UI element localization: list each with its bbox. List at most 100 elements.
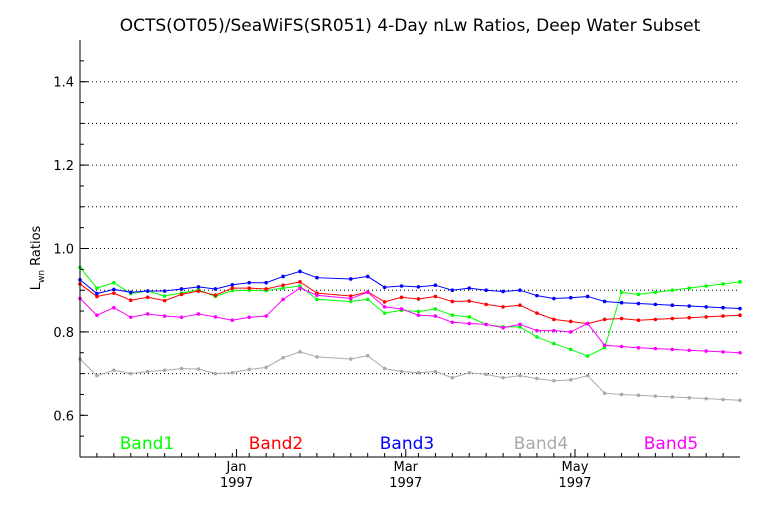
point-band3-38 (738, 306, 742, 311)
point-band4-5 (162, 368, 167, 373)
y-tick-label-4: 1.4 (53, 76, 74, 91)
point-band4-7 (196, 367, 201, 371)
y-axis-label-main: L (29, 282, 44, 290)
point-band4-23 (484, 372, 488, 377)
point-band5-8 (213, 315, 218, 319)
point-band3-36 (704, 305, 708, 309)
point-band2-24 (501, 305, 505, 309)
point-band3-22 (467, 286, 472, 290)
point-band3-37 (721, 305, 725, 310)
point-band3-24 (501, 289, 505, 294)
point-band1-19 (416, 309, 421, 314)
point-band4-8 (213, 371, 218, 376)
point-band3-26 (535, 293, 539, 298)
point-band4-29 (585, 373, 590, 378)
point-band2-10 (247, 286, 252, 290)
point-band5-15 (348, 296, 353, 301)
point-band3-35 (687, 304, 692, 308)
point-band3-28 (568, 295, 573, 300)
point-band2-4 (145, 295, 150, 300)
point-band2-11 (264, 287, 268, 291)
point-band2-8 (213, 293, 218, 298)
point-band5-18 (399, 307, 404, 311)
point-band1-28 (568, 347, 573, 352)
point-band5-2 (112, 305, 116, 310)
point-band4-24 (501, 375, 505, 380)
point-band4-22 (467, 370, 472, 375)
point-band1-12 (281, 286, 285, 290)
point-band4-20 (433, 369, 438, 374)
point-band4-9 (230, 370, 235, 375)
point-band2-13 (298, 280, 302, 284)
point-band4-14 (315, 355, 319, 359)
point-band5-26 (535, 328, 539, 333)
point-band2-31 (619, 316, 624, 321)
point-band3-25 (518, 288, 522, 293)
point-band3-8 (213, 287, 218, 291)
point-band5-25 (518, 322, 522, 327)
point-band2-7 (196, 289, 201, 293)
y-axis-label-rest: Ratios (29, 225, 44, 270)
point-band4-3 (128, 371, 133, 376)
point-band5-21 (450, 320, 455, 325)
point-band3-2 (112, 287, 116, 292)
point-band3-31 (619, 300, 624, 305)
series-line-band3 (79, 270, 741, 310)
x-tick-month-0: Jan (226, 460, 247, 475)
point-band4-1 (95, 373, 99, 378)
point-band5-13 (298, 286, 302, 290)
point-band2-28 (568, 319, 573, 324)
svg-text:Lwn Ratios: Lwn Ratios (29, 225, 47, 290)
point-band1-34 (670, 288, 675, 293)
point-band1-2 (112, 280, 116, 285)
point-band1-37 (721, 282, 725, 286)
point-band4-34 (670, 395, 675, 399)
point-band5-16 (365, 290, 370, 295)
point-band3-5 (162, 289, 167, 293)
point-band1-30 (602, 345, 607, 350)
point-band4-17 (382, 366, 387, 371)
point-band5-35 (687, 348, 692, 353)
point-band1-27 (552, 341, 556, 346)
point-band5-36 (704, 349, 708, 353)
y-tick-label-2: 1.0 (53, 243, 74, 258)
point-band1-9 (230, 288, 235, 293)
legend-band3: Band3 (380, 434, 434, 454)
point-band2-1 (95, 294, 99, 299)
y-axis-label-sub: wn (37, 270, 47, 283)
point-band5-6 (179, 315, 184, 320)
point-band2-32 (636, 318, 641, 323)
point-band4-18 (399, 369, 404, 374)
point-band3-10 (247, 280, 252, 285)
point-band4-28 (568, 378, 573, 382)
point-band1-35 (687, 286, 692, 290)
point-band5-29 (585, 321, 590, 326)
point-band2-2 (112, 291, 116, 295)
point-band5-14 (315, 293, 319, 298)
x-tick-month-2: May (562, 460, 589, 475)
legend-band1: Band1 (120, 434, 174, 454)
point-band3-17 (382, 285, 387, 290)
point-band2-27 (552, 317, 556, 322)
point-band1-38 (738, 280, 742, 284)
point-band2-9 (230, 286, 235, 290)
point-band1-17 (382, 311, 387, 315)
point-band2-15 (348, 294, 353, 298)
point-band5-37 (721, 350, 725, 354)
point-band2-35 (687, 315, 692, 320)
series-line-band4 (79, 351, 741, 401)
point-band5-28 (568, 330, 573, 334)
point-band3-27 (552, 296, 556, 301)
point-band4-12 (281, 355, 285, 360)
x-tick-year-1: 1997 (389, 476, 422, 491)
point-band5-19 (416, 313, 421, 318)
point-band5-1 (95, 313, 99, 318)
point-band5-34 (670, 347, 675, 352)
point-band3-34 (670, 303, 675, 308)
point-band2-38 (738, 313, 742, 318)
point-band3-11 (264, 280, 268, 285)
x-tick-year-0: 1997 (220, 476, 253, 491)
point-band4-37 (721, 397, 725, 402)
